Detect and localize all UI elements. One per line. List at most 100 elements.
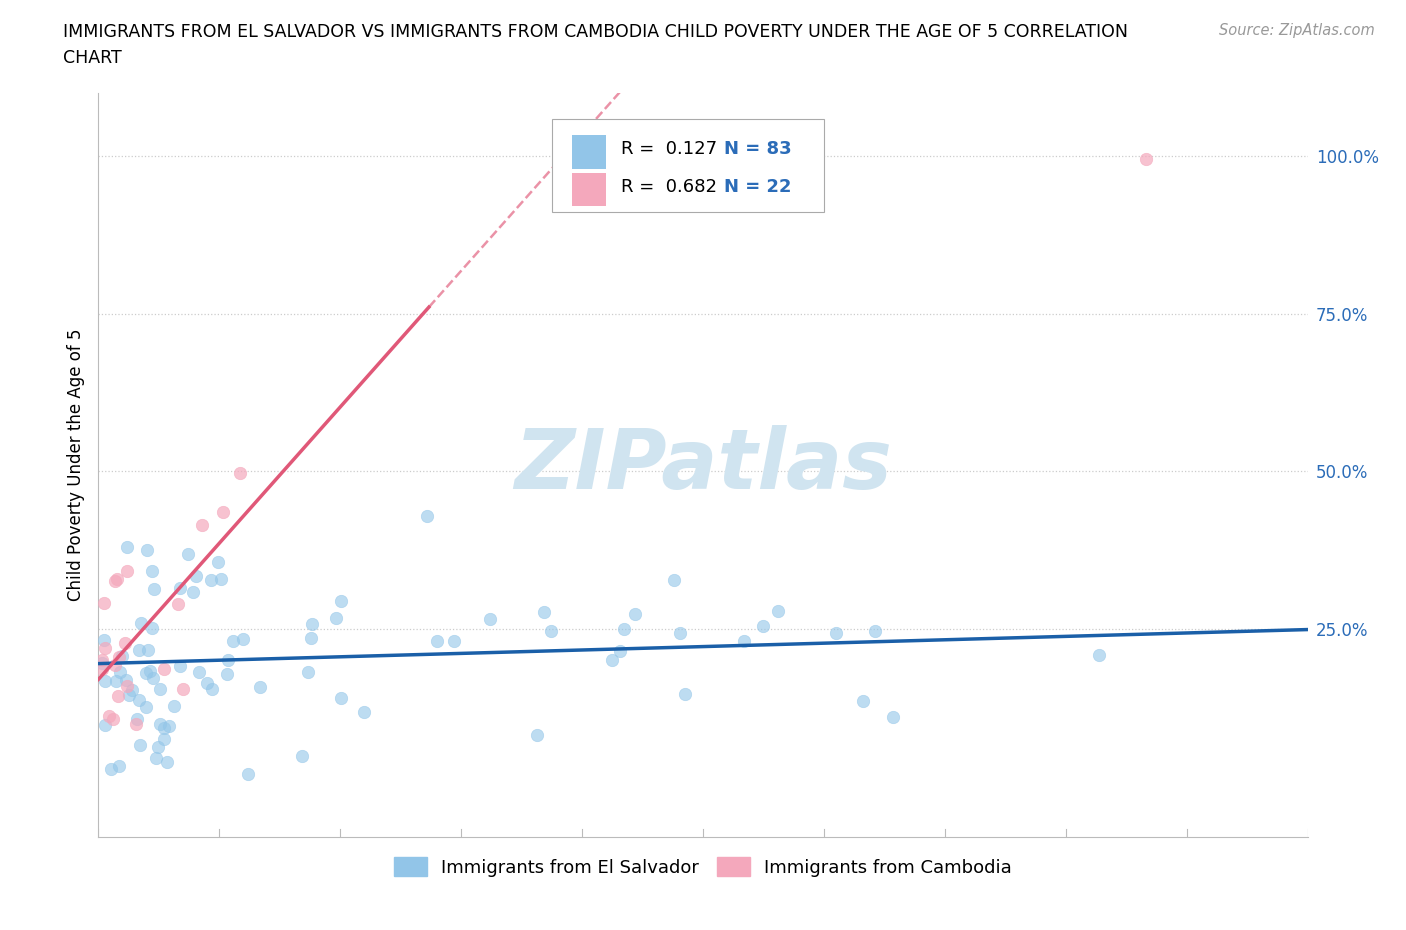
Point xyxy=(668,626,690,641)
Point xyxy=(141,564,163,578)
Point xyxy=(91,652,114,667)
Text: CHART: CHART xyxy=(63,49,122,67)
Point xyxy=(613,621,636,636)
Point xyxy=(107,649,129,664)
Point xyxy=(201,682,224,697)
Point xyxy=(188,665,211,680)
Point xyxy=(207,554,229,569)
FancyBboxPatch shape xyxy=(572,135,606,168)
Point xyxy=(673,686,696,701)
Point xyxy=(100,762,122,777)
Point xyxy=(217,653,239,668)
Point xyxy=(176,546,198,561)
Point xyxy=(426,633,449,648)
Point xyxy=(190,517,212,532)
Text: R =  0.127: R = 0.127 xyxy=(621,140,717,158)
Point xyxy=(115,564,138,578)
Point xyxy=(94,718,117,733)
Point xyxy=(153,661,176,676)
Point xyxy=(145,751,167,765)
Point xyxy=(526,728,548,743)
Y-axis label: Child Poverty Under the Age of 5: Child Poverty Under the Age of 5 xyxy=(66,328,84,602)
Point xyxy=(167,596,190,611)
Point xyxy=(882,710,904,724)
Point xyxy=(94,641,117,656)
Point xyxy=(129,616,152,631)
Text: ZIPatlas: ZIPatlas xyxy=(515,424,891,506)
Point xyxy=(104,658,127,672)
Point xyxy=(104,574,127,589)
Point xyxy=(148,739,170,754)
Point xyxy=(768,604,790,618)
Point xyxy=(143,581,166,596)
Point xyxy=(533,604,555,619)
Point xyxy=(297,664,319,679)
Point xyxy=(1088,648,1111,663)
Point xyxy=(443,633,465,648)
Point xyxy=(94,673,117,688)
Point xyxy=(135,666,157,681)
Point xyxy=(221,633,243,648)
Point xyxy=(156,754,179,769)
Point xyxy=(107,689,129,704)
Point xyxy=(149,682,172,697)
Point xyxy=(149,717,172,732)
FancyBboxPatch shape xyxy=(551,119,824,212)
Point xyxy=(135,699,157,714)
Point xyxy=(299,631,322,645)
Point xyxy=(91,662,114,677)
Point xyxy=(852,694,875,709)
Point xyxy=(128,693,150,708)
Point xyxy=(752,618,775,633)
Point xyxy=(91,656,114,671)
Point xyxy=(114,635,136,650)
Text: R =  0.682: R = 0.682 xyxy=(621,178,717,196)
Text: N = 83: N = 83 xyxy=(724,140,792,158)
Point xyxy=(142,671,165,685)
Point xyxy=(624,606,647,621)
Point xyxy=(107,758,129,773)
Point xyxy=(325,611,347,626)
Point xyxy=(478,612,501,627)
Point xyxy=(136,542,159,557)
Point xyxy=(217,667,239,682)
Point xyxy=(157,719,180,734)
Point xyxy=(415,509,437,524)
Point xyxy=(229,465,252,480)
Point xyxy=(863,623,886,638)
Point xyxy=(105,571,128,586)
Point xyxy=(169,658,191,673)
Point xyxy=(211,572,233,587)
Point xyxy=(212,504,235,519)
Point xyxy=(111,648,134,663)
Point xyxy=(97,709,120,724)
Point xyxy=(169,581,191,596)
FancyBboxPatch shape xyxy=(572,173,606,206)
Point xyxy=(232,632,254,647)
Point xyxy=(153,732,176,747)
Point xyxy=(291,749,314,764)
Point xyxy=(105,673,128,688)
Point xyxy=(136,643,159,658)
Point xyxy=(153,721,176,736)
Point xyxy=(301,617,323,631)
Point xyxy=(115,539,138,554)
Text: IMMIGRANTS FROM EL SALVADOR VS IMMIGRANTS FROM CAMBODIA CHILD POVERTY UNDER THE : IMMIGRANTS FROM EL SALVADOR VS IMMIGRANT… xyxy=(63,23,1128,41)
Point xyxy=(825,626,848,641)
Point xyxy=(186,568,208,583)
Point xyxy=(200,573,222,588)
Point xyxy=(108,665,131,680)
Point xyxy=(329,593,352,608)
Point xyxy=(540,624,562,639)
Text: N = 22: N = 22 xyxy=(724,178,792,196)
Point xyxy=(117,687,139,702)
Point xyxy=(664,573,686,588)
Point xyxy=(236,766,259,781)
Point xyxy=(249,680,271,695)
Point xyxy=(733,633,755,648)
Point xyxy=(195,675,218,690)
Point xyxy=(124,717,146,732)
Text: Source: ZipAtlas.com: Source: ZipAtlas.com xyxy=(1219,23,1375,38)
Point xyxy=(353,704,375,719)
Legend: Immigrants from El Salvador, Immigrants from Cambodia: Immigrants from El Salvador, Immigrants … xyxy=(387,850,1019,883)
